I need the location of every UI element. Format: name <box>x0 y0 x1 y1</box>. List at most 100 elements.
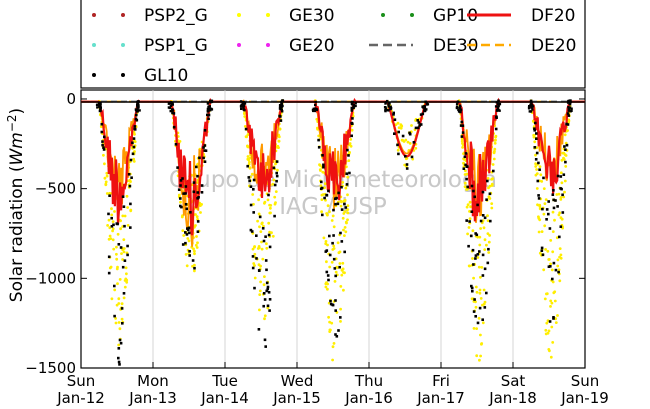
x-tick-date: Jan-18 <box>488 389 537 407</box>
series-gl10-point <box>107 255 111 259</box>
series-ge30-point <box>542 268 546 272</box>
legend-marker <box>410 13 414 17</box>
series-gl10-point <box>554 199 557 202</box>
series-ge30-point <box>488 234 491 237</box>
series-gl10-point <box>471 289 474 293</box>
series-gl10-point <box>397 130 400 134</box>
series-gl10-point <box>253 286 256 290</box>
series-gl10-point <box>136 108 139 112</box>
series-ge30-point <box>331 214 335 218</box>
series-ge30-point <box>120 317 124 321</box>
series-ge30-point <box>263 201 266 205</box>
series-gl10-point <box>401 134 405 138</box>
series-gl10-point <box>333 267 337 270</box>
series-ge30-point <box>465 188 468 191</box>
series-gl10-point <box>101 140 104 143</box>
series-gl10-point <box>335 335 339 338</box>
series-gl10-point <box>185 207 188 211</box>
series-gl10-point <box>113 314 116 318</box>
series-gl10-point <box>99 106 102 109</box>
series-ge30-point <box>263 275 266 278</box>
series-gl10-point <box>242 107 245 110</box>
series-gl10-point <box>495 115 498 118</box>
series-gl10-point <box>418 124 421 127</box>
series-gl10-point <box>206 113 209 117</box>
series-ge30-point <box>539 173 543 177</box>
series-gl10-point <box>339 231 342 235</box>
series-ge30-point <box>266 306 270 310</box>
series-gl10-point <box>421 112 425 116</box>
series-ge30-point <box>105 192 109 195</box>
series-ge30-point <box>488 184 492 188</box>
series-gl10-point <box>545 208 549 211</box>
series-gl10-point <box>171 102 174 105</box>
series-ge30-point <box>118 327 122 331</box>
series-gl10-point <box>410 155 414 159</box>
series-gl10-point <box>485 198 488 201</box>
series-gl10-point <box>328 234 331 238</box>
series-ge30-point <box>478 358 481 362</box>
series-gl10-point <box>384 106 387 109</box>
series-gl10-point <box>121 265 125 269</box>
series-ge30-point <box>179 200 182 204</box>
series-ge30-point <box>111 229 114 233</box>
series-gl10-point <box>203 144 207 147</box>
series-ge30-point <box>265 242 268 246</box>
series-gl10-point <box>181 177 184 180</box>
series-ge30-point <box>556 314 559 317</box>
series-ge30-point <box>556 258 560 262</box>
series-gl10-point <box>258 215 262 219</box>
series-gl10-point <box>184 185 188 188</box>
series-ge30-point <box>269 206 272 210</box>
series-ge30-point <box>461 143 465 147</box>
series-ge30-point <box>491 163 495 166</box>
series-ge30-point <box>543 202 547 206</box>
series-gl10-point <box>474 315 477 318</box>
series-ge30-point <box>258 293 262 296</box>
series-gl10-point <box>121 195 125 198</box>
y-tick-label: 0 <box>66 90 76 108</box>
series-ge30-point <box>349 138 353 141</box>
series-gl10-point <box>110 216 113 220</box>
series-ge30-point <box>246 144 249 148</box>
series-gl10-point <box>334 333 337 336</box>
series-ge30-point <box>246 155 250 158</box>
series-ge30-point <box>475 354 479 358</box>
series-gl10-point <box>252 178 256 182</box>
series-ge30-point <box>256 247 260 250</box>
series-gl10-point <box>279 119 283 122</box>
series-gl10-point <box>265 281 269 285</box>
series-ge30-point <box>462 161 465 165</box>
series-ge30-point <box>477 316 481 320</box>
series-ge30-point <box>534 165 538 168</box>
series-ge30-point <box>553 218 556 222</box>
series-gl10-point <box>267 233 271 237</box>
series-gl10-point <box>191 259 195 262</box>
series-gl10-point <box>182 192 185 195</box>
series-ge30-point <box>540 230 544 234</box>
series-ge30-point <box>334 270 338 274</box>
series-gl10-point <box>99 102 102 105</box>
series-gl10-point <box>171 111 174 115</box>
x-axis: SunJan-12MonJan-13TueJan-14WedJan-15ThuJ… <box>56 362 609 407</box>
series-gl10-point <box>529 99 533 103</box>
series-gl10-point <box>464 163 467 167</box>
series-ge30-point <box>410 124 413 127</box>
series-ge30-point <box>324 198 327 202</box>
series-gl10-point <box>497 99 500 103</box>
series-gl10-point <box>329 299 332 303</box>
series-gl10-point <box>350 121 353 125</box>
series-gl10-point <box>346 148 349 152</box>
series-gl10-point <box>134 117 138 121</box>
series-gl10-point <box>527 107 531 110</box>
series-gl10-point <box>100 130 104 134</box>
series-gl10-point <box>334 197 337 200</box>
series-ge30-point <box>466 232 469 236</box>
series-gl10-point <box>268 245 272 249</box>
series-ge30-point <box>192 247 195 251</box>
legend-item: GE20 <box>237 36 335 56</box>
series-gl10-point <box>101 143 104 147</box>
series-gl10-point <box>337 329 340 332</box>
series-gl10-point <box>243 102 247 105</box>
series-gl10-point <box>397 152 400 156</box>
